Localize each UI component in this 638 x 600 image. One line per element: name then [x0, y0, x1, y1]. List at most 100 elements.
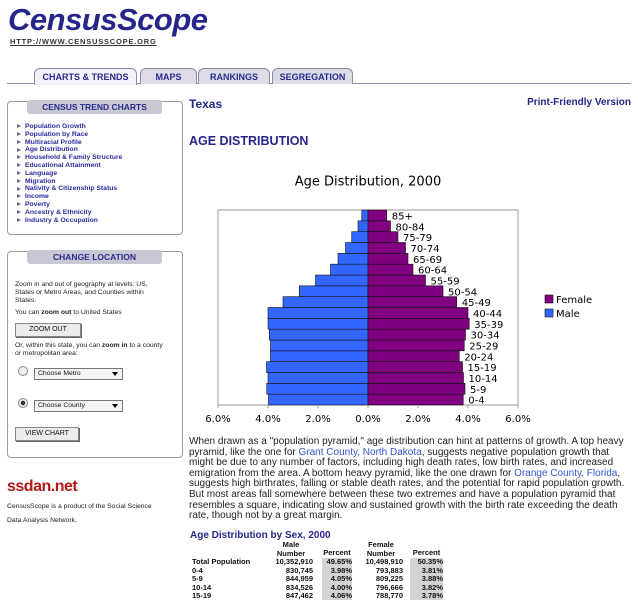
x-tick-label: 2.0%: [405, 414, 430, 425]
link[interactable]: Grant County, North Dakota: [298, 446, 422, 458]
bar: [266, 383, 369, 395]
metro-select[interactable]: Choose Metro: [34, 368, 123, 380]
legend-label: Male: [556, 309, 580, 320]
county-select[interactable]: Choose County: [34, 400, 123, 412]
table-cell: 3.78%: [410, 592, 443, 600]
text: Or, within this state, you can: [15, 342, 102, 349]
x-tick-label: 4.0%: [455, 414, 480, 425]
bar: [367, 350, 460, 362]
trend-link[interactable]: Population by Race: [17, 131, 88, 138]
place-name: Texas: [189, 97, 223, 111]
nav-tab[interactable]: SEGREGATION: [272, 68, 353, 84]
bar: [367, 274, 426, 287]
trend-link[interactable]: Nativity & Citizenship Status: [17, 185, 117, 192]
row-label: 15-19: [192, 591, 212, 600]
bar: [367, 307, 469, 319]
bar: [351, 231, 369, 243]
row-label: Total Population: [192, 557, 251, 566]
trend-link[interactable]: Population Growth: [17, 123, 86, 130]
bar: [367, 328, 466, 341]
trend-link[interactable]: Ancestry & Ethnicity: [17, 209, 91, 216]
trend-title: CENSUS TREND CHARTS: [27, 100, 162, 114]
view-chart-button[interactable]: VIEW CHART: [15, 427, 79, 441]
trend-link[interactable]: Migration: [17, 178, 56, 185]
age-label: 10-14: [469, 374, 498, 385]
age-label: 35-39: [474, 320, 503, 331]
age-label: 25-29: [469, 341, 498, 352]
table-cell: 3.98%: [322, 566, 352, 576]
bar: [267, 318, 369, 330]
text: to United States: [71, 309, 122, 316]
table-cell: 796,666: [375, 582, 403, 592]
bar: [267, 307, 369, 319]
bar: [270, 350, 369, 362]
table-cell: 4.06%: [322, 592, 352, 600]
x-tick-label: 2.0%: [305, 414, 330, 425]
table-cell: 847,462: [285, 591, 313, 600]
bar: [345, 242, 369, 254]
table-cell: 4.05%: [322, 575, 352, 584]
age-label: 40-44: [473, 309, 502, 320]
paragraph: When drawn as a "population pyramid," ag…: [189, 436, 633, 522]
trend-link[interactable]: Age Distribution: [17, 146, 78, 153]
zoom-out-button[interactable]: ZOOM OUT: [15, 323, 81, 337]
legend-swatch: [544, 308, 554, 318]
table-title: Age Distribution by Sex, 2000: [190, 530, 331, 541]
age-label: 65-69: [413, 255, 442, 266]
text: , suggests high birthrates, falling or s…: [189, 467, 625, 522]
trend-link[interactable]: Household & Family Structure: [17, 154, 122, 161]
bar: [367, 242, 406, 254]
table-cell: 3.88%: [410, 575, 443, 584]
text: You can: [15, 309, 42, 316]
table-cell: 10,498,910: [365, 557, 403, 566]
table-cell: 830,745: [285, 565, 313, 575]
table-cell: 10,352,910: [275, 557, 313, 566]
x-tick-label: 6.0%: [505, 414, 530, 425]
age-label: 60-64: [418, 266, 447, 277]
age-label: 50-54: [448, 287, 477, 298]
bar: [367, 372, 464, 384]
legend-label: Female: [556, 295, 592, 306]
bar: [268, 328, 369, 341]
nav-tab[interactable]: MAPS: [140, 68, 197, 84]
trend-link[interactable]: Income: [17, 193, 49, 200]
bar: [315, 274, 369, 287]
trend-link[interactable]: Language: [17, 170, 57, 177]
age-label: 20-24: [464, 352, 493, 363]
trend-link[interactable]: Multiracial Profile: [17, 139, 82, 146]
table-cell: 3.81%: [410, 566, 443, 576]
bar: [361, 209, 369, 222]
county-radio[interactable]: [18, 398, 28, 408]
age-label: 55-59: [431, 276, 460, 287]
table-cell: 793,883: [375, 565, 403, 575]
text-strong: zoom out: [41, 309, 72, 316]
table-header: Percent: [323, 548, 351, 557]
text: to a county or metropolitan area:: [15, 342, 163, 357]
nav-tab[interactable]: CHARTS & TRENDS: [34, 68, 137, 85]
trend-link[interactable]: Educational Attainment: [17, 162, 101, 169]
x-tick-label: 6.0%: [205, 414, 230, 425]
bar: [266, 361, 369, 373]
network-logo[interactable]: ssdan.net: [7, 478, 78, 495]
metro-radio[interactable]: [18, 366, 28, 376]
trend-link[interactable]: Poverty: [17, 201, 50, 208]
print-link[interactable]: Print-Friendly Version: [527, 97, 631, 108]
site-url[interactable]: HTTP://WWW.CENSUSSCOPE.ORG: [10, 37, 157, 46]
table-cell: 788,770: [375, 591, 403, 600]
trend-link[interactable]: Industry & Occupation: [17, 217, 98, 224]
link[interactable]: Orange County, Florida: [514, 467, 618, 479]
table-cell: 809,225: [375, 574, 403, 584]
bar: [367, 209, 388, 222]
table-cell: 50.35%: [410, 557, 443, 567]
bar: [367, 361, 463, 373]
bar: [367, 285, 444, 297]
text: When drawn as a "population pyramid," ag…: [189, 436, 624, 458]
bar: [268, 393, 369, 406]
table-header: Female Number: [366, 540, 396, 558]
nav-tab[interactable]: RANKINGS: [198, 68, 270, 84]
bar: [337, 253, 369, 265]
bar: [330, 263, 369, 276]
site-logo[interactable]: CensusScope: [8, 2, 208, 37]
age-label: 0-4: [468, 396, 484, 407]
